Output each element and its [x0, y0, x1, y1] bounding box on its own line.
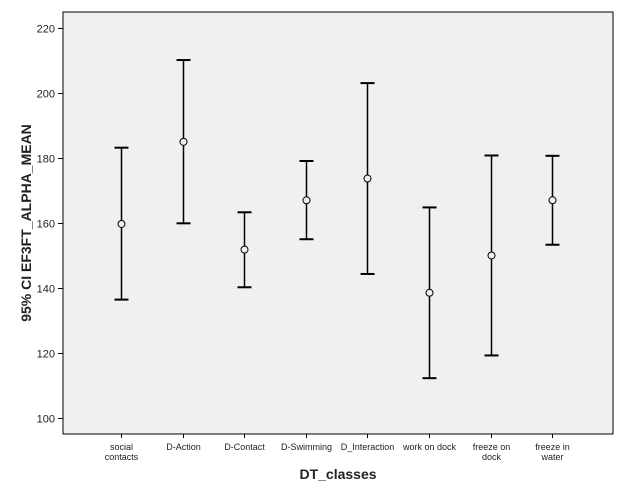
y-tick-label: 140 [37, 284, 55, 296]
mean-marker [179, 137, 188, 146]
x-tick-label: D-Swimming [281, 442, 332, 452]
x-tick-label: D_Interaction [341, 442, 395, 452]
x-tick-label: freeze in water [535, 442, 570, 462]
y-tick-label: 160 [37, 219, 55, 231]
x-tick-label: freeze on dock [473, 442, 511, 462]
error-bar [299, 159, 314, 241]
mean-marker [117, 219, 126, 228]
y-axis-title: 95% CI EF3FT_ALPHA_MEAN [18, 124, 34, 322]
error-bar [237, 211, 252, 289]
mean-marker [425, 288, 434, 297]
y-tick-label: 200 [37, 89, 55, 101]
error-bar [176, 59, 191, 225]
error-bar [484, 154, 499, 357]
y-tick-label: 180 [37, 154, 55, 166]
y-tick-label: 120 [37, 349, 55, 361]
mean-marker [548, 196, 557, 205]
error-bar-series [114, 59, 560, 380]
error-bar [422, 206, 437, 380]
x-tick-label: D-Contact [224, 442, 265, 452]
x-axis-title: DT_classes [299, 466, 376, 482]
error-bar [114, 146, 129, 301]
mean-marker [487, 251, 496, 260]
error-bar [360, 82, 375, 275]
y-axis: 100 120 140 160 180 200 220 [37, 24, 63, 426]
y-tick-label: 100 [37, 414, 55, 426]
x-tick-label: work on dock [402, 442, 457, 452]
plot-area [62, 11, 614, 435]
error-bar [545, 154, 560, 246]
y-tick-label: 220 [37, 24, 55, 36]
mean-marker [302, 196, 311, 205]
x-tick-label: D-Action [166, 442, 201, 452]
mean-marker [240, 245, 249, 254]
mean-marker [363, 174, 372, 183]
x-axis: social contacts D-Action D-Contact D-Swimmin… [105, 434, 570, 462]
x-tick-label: social contacts [105, 442, 139, 462]
